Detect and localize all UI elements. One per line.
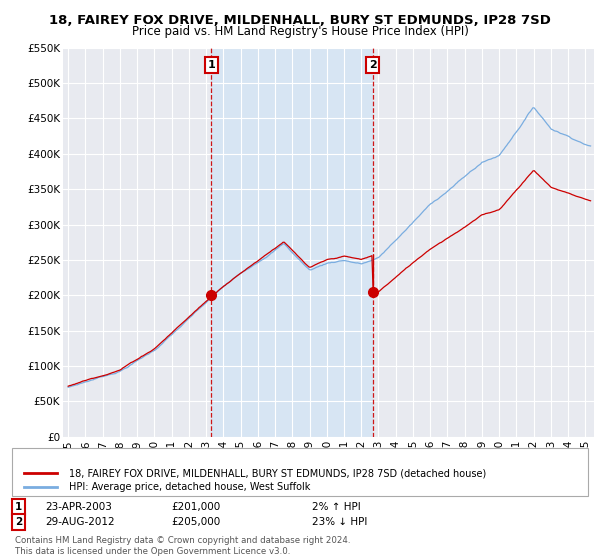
Text: 23-APR-2003: 23-APR-2003 (45, 502, 112, 512)
Text: £205,000: £205,000 (171, 517, 220, 527)
Text: Contains HM Land Registry data © Crown copyright and database right 2024.
This d: Contains HM Land Registry data © Crown c… (15, 536, 350, 556)
Text: Price paid vs. HM Land Registry's House Price Index (HPI): Price paid vs. HM Land Registry's House … (131, 25, 469, 38)
Text: 2: 2 (369, 60, 377, 70)
Text: 23% ↓ HPI: 23% ↓ HPI (312, 517, 367, 527)
Text: 2% ↑ HPI: 2% ↑ HPI (312, 502, 361, 512)
Bar (211, 48, 373, 437)
Text: 1: 1 (208, 60, 215, 70)
Text: 18, FAIREY FOX DRIVE, MILDENHALL, BURY ST EDMUNDS, IP28 7SD (detached house): 18, FAIREY FOX DRIVE, MILDENHALL, BURY S… (69, 468, 486, 478)
Text: 29-AUG-2012: 29-AUG-2012 (45, 517, 115, 527)
Text: 1: 1 (15, 502, 22, 512)
Text: 2: 2 (15, 517, 22, 527)
Text: £201,000: £201,000 (171, 502, 220, 512)
Text: 18, FAIREY FOX DRIVE, MILDENHALL, BURY ST EDMUNDS, IP28 7SD: 18, FAIREY FOX DRIVE, MILDENHALL, BURY S… (49, 14, 551, 27)
Text: HPI: Average price, detached house, West Suffolk: HPI: Average price, detached house, West… (69, 482, 310, 492)
